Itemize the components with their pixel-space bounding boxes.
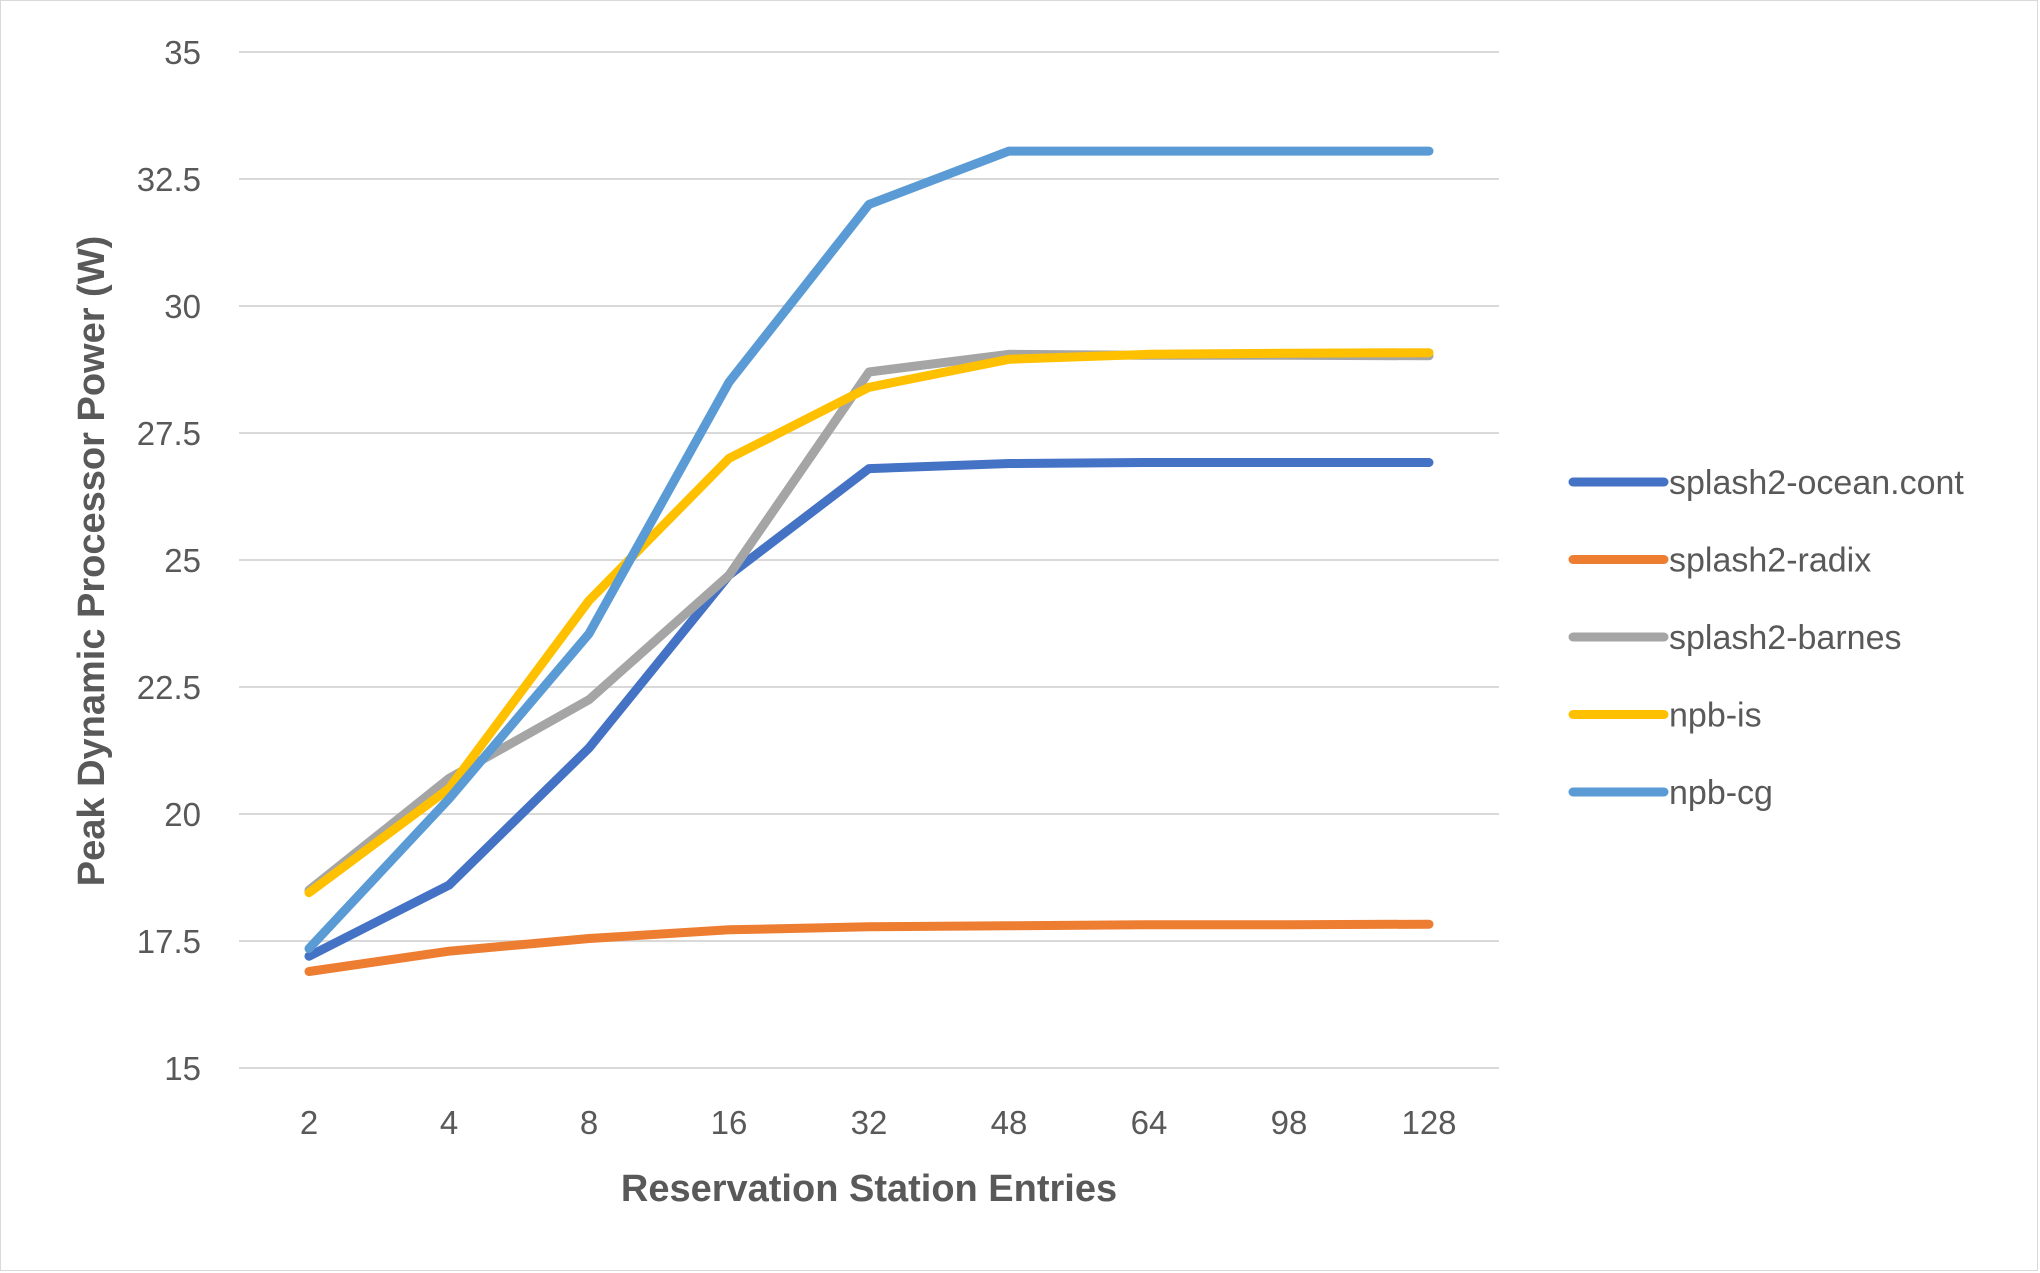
y-tick-label: 27.5 xyxy=(137,415,201,452)
legend: splash2-ocean.cont splash2-radix splash2-b… xyxy=(1568,464,1964,812)
x-axis-title: Reservation Station Entries xyxy=(621,1168,1117,1210)
y-tick-label: 22.5 xyxy=(137,669,201,706)
y-tick-label: 35 xyxy=(164,34,201,71)
x-tick-label: 98 xyxy=(1271,1104,1308,1141)
x-tick-label: 64 xyxy=(1131,1104,1168,1141)
legend-label-splash2-barnes: splash2-barnes xyxy=(1669,619,1901,657)
x-tick-label: 32 xyxy=(851,1104,888,1141)
y-tick-label: 15 xyxy=(164,1050,201,1087)
y-tick-label: 30 xyxy=(164,288,201,325)
legend-label-splash2-ocean-cont: splash2-ocean.cont xyxy=(1669,464,1964,502)
series-line-splash2-ocean-cont xyxy=(304,458,1434,961)
x-tick-label: 48 xyxy=(991,1104,1028,1141)
legend-label-npb-is: npb-is xyxy=(1669,697,1762,735)
series-line-npb-is xyxy=(304,348,1434,898)
gridlines xyxy=(239,51,1499,1069)
y-axis-tick-labels: 15 17.5 20 22.5 25 27.5 30 32.5 35 xyxy=(137,34,201,1087)
x-tick-label: 2 xyxy=(300,1104,318,1141)
legend-label-splash2-radix: splash2-radix xyxy=(1669,542,1871,580)
y-tick-label: 20 xyxy=(164,796,201,833)
x-tick-label: 16 xyxy=(711,1104,748,1141)
series-lines xyxy=(304,146,1434,976)
x-tick-label: 8 xyxy=(580,1104,598,1141)
series-line-npb-cg xyxy=(304,146,1434,954)
x-tick-label: 4 xyxy=(440,1104,458,1141)
y-axis-title: Peak Dynamic Processor Power (W) xyxy=(71,236,113,886)
x-tick-label: 128 xyxy=(1401,1104,1456,1141)
y-tick-label: 32.5 xyxy=(137,161,201,198)
x-axis-tick-labels: 2 4 8 16 32 48 64 98 128 xyxy=(300,1104,1457,1141)
y-tick-label: 25 xyxy=(164,542,201,579)
series-line-splash2-barnes xyxy=(304,349,1434,895)
series-line-splash2-radix xyxy=(304,919,1434,976)
legend-label-npb-cg: npb-cg xyxy=(1669,774,1773,812)
y-tick-label: 17.5 xyxy=(137,923,201,960)
